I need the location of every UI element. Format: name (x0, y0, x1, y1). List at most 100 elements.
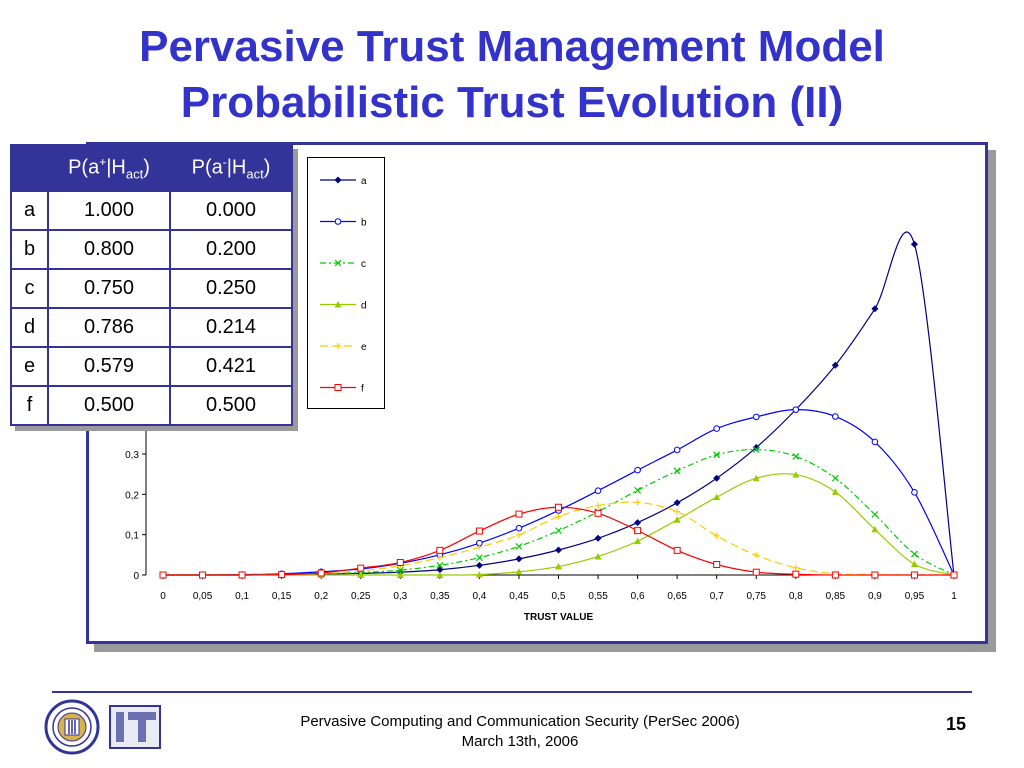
data-point-d (515, 568, 523, 575)
data-point-e (515, 532, 522, 539)
data-point-b (911, 489, 918, 496)
cell-positive: 1.000 (47, 190, 171, 231)
data-point-a (673, 499, 681, 507)
data-point-c (911, 550, 918, 558)
data-point-c (713, 451, 721, 459)
data-point-d (357, 571, 365, 578)
table-row: e 0.579 0.421 (10, 346, 293, 387)
row-label: c (10, 268, 49, 309)
row-label: d (10, 307, 49, 348)
legend-label-d: d (361, 301, 367, 312)
data-point-e (713, 532, 720, 539)
data-point-f (950, 571, 958, 579)
data-point-c (396, 566, 404, 574)
data-point-d (594, 552, 602, 560)
table-row: b 0.800 0.200 (10, 229, 293, 270)
data-point-a (910, 240, 918, 248)
data-point-c (515, 542, 523, 550)
x-tick-label: 0,2 (314, 591, 328, 602)
y-tick-label: 0 (133, 571, 139, 582)
x-tick-label: 0,8 (789, 591, 803, 602)
legend-marker-d (334, 301, 342, 308)
data-point-e (555, 513, 562, 520)
x-tick-label: 0,55 (588, 591, 608, 602)
legend-marker-a (334, 176, 342, 184)
legend-label-f: f (361, 384, 364, 395)
data-point-a (871, 305, 879, 313)
legend-label-e: e (361, 342, 367, 353)
data-point-f (555, 503, 562, 511)
header-negative: P(a-|Hact) (169, 144, 293, 192)
x-tick-label: 1 (951, 591, 957, 602)
data-point-e (792, 564, 799, 571)
legend-marker-f (334, 384, 342, 391)
footer-conference: Pervasive Computing and Communication Se… (300, 713, 740, 730)
data-point-d (910, 560, 918, 568)
header-positive: P(a+|Hact) (47, 144, 171, 192)
y-tick-label: 0,2 (125, 490, 139, 501)
cell-positive: 0.800 (47, 229, 171, 270)
x-tick-label: 0,6 (631, 591, 645, 602)
data-point-b (832, 413, 839, 420)
data-point-d (792, 471, 800, 478)
data-point-f (396, 558, 404, 566)
slide-title-line2: Probabilistic Trust Evolution (II) (180, 78, 844, 127)
data-point-f (475, 527, 483, 535)
data-point-b (515, 524, 523, 532)
footer-divider (52, 691, 972, 693)
data-point-f (871, 571, 879, 579)
data-point-c (831, 474, 839, 482)
data-point-a (634, 519, 642, 527)
data-point-b (871, 438, 879, 446)
chart-legend (307, 157, 385, 409)
data-point-b (634, 466, 641, 474)
cell-negative: 0.214 (169, 307, 293, 348)
x-tick-label: 0,85 (826, 591, 846, 602)
x-tick-label: 0,1 (235, 591, 249, 602)
cell-positive: 0.500 (47, 385, 171, 426)
table-row: c 0.750 0.250 (10, 268, 293, 309)
data-point-f (515, 510, 523, 518)
data-point-d (634, 537, 642, 545)
data-point-f (713, 561, 721, 569)
data-point-d (713, 493, 721, 501)
y-tick-label: 0,1 (125, 531, 139, 542)
data-point-d (475, 571, 483, 578)
legend-label-c: c (361, 259, 366, 270)
footer-date: March 13th, 2006 (461, 733, 579, 750)
legend-marker-e (335, 343, 341, 349)
data-point-b (713, 425, 721, 432)
data-point-c (673, 467, 681, 475)
table-row: f 0.500 0.500 (10, 385, 293, 426)
data-point-f (594, 509, 602, 517)
data-point-d (831, 488, 839, 495)
data-point-a (475, 561, 483, 569)
cell-negative: 0.421 (169, 346, 293, 387)
data-point-e (476, 544, 483, 551)
data-point-a (436, 566, 444, 574)
data-point-f (159, 571, 167, 579)
x-tick-label: 0,5 (552, 591, 566, 602)
legend-label-a: a (361, 176, 367, 187)
data-point-d (396, 571, 404, 578)
x-axis-title: TRUST VALUE (524, 612, 594, 623)
x-tick-label: 0,25 (351, 591, 371, 602)
x-tick-label: 0 (160, 591, 166, 602)
page-number: 15 (945, 714, 966, 734)
cell-positive: 0.750 (47, 268, 171, 309)
row-label: f (10, 385, 49, 426)
x-tick-label: 0,9 (868, 591, 882, 602)
data-point-c (436, 561, 444, 569)
x-tick-label: 0,45 (509, 591, 529, 602)
data-point-c (555, 527, 562, 535)
data-point-b (673, 446, 681, 454)
university-seal-logo (44, 699, 100, 755)
data-point-f (436, 546, 444, 554)
data-point-e (753, 552, 760, 559)
data-point-a (515, 555, 523, 563)
data-point-f (278, 571, 286, 579)
cell-positive: 0.786 (47, 307, 171, 348)
data-point-c (871, 511, 879, 518)
